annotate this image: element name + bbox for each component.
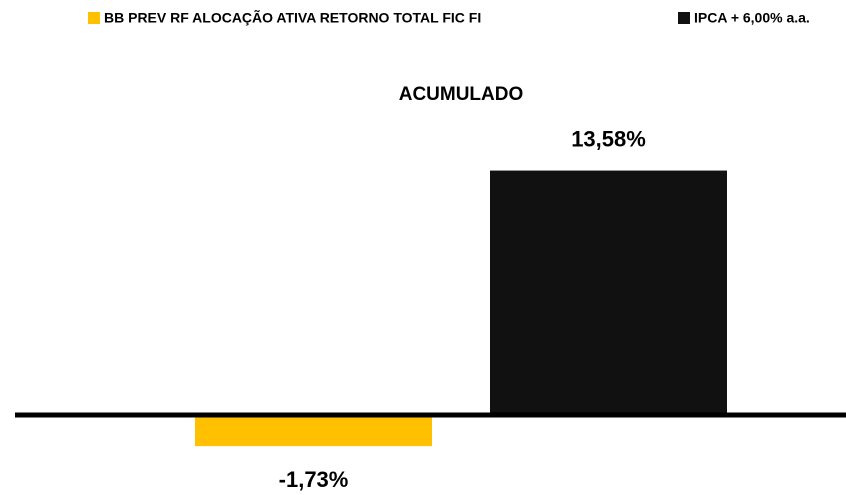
data-label: 13,58% [571,126,646,151]
bar [195,415,432,447]
legend-swatch [678,12,690,24]
bar [490,170,727,415]
legend-label: IPCA + 6,00% a.a. [694,10,810,26]
data-label: -1,73% [279,467,349,492]
legend-swatch [88,12,100,24]
category-label: ACUMULADO [399,84,524,105]
legend-label: BB PREV RF ALOCAÇÃO ATIVA RETORNO TOTAL … [104,9,481,26]
